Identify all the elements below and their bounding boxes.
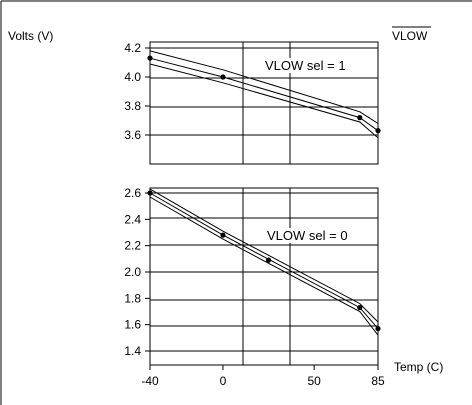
data-point — [375, 128, 381, 134]
annotation-label: VLOW sel = 0 — [267, 228, 348, 243]
data-point — [147, 55, 153, 61]
plot-vlow-sel-1: 4.2 4.0 3.8 3.6 VLOW sel = 1 — [124, 41, 381, 165]
data-point — [357, 115, 363, 121]
y-tick-label: 1.6 — [124, 318, 141, 332]
y-tick-label: 4.2 — [124, 41, 141, 55]
data-point — [375, 326, 381, 332]
data-point — [220, 232, 226, 238]
series-line-2 — [149, 57, 379, 132]
y-axis-label: Volts (V) — [8, 29, 53, 43]
series-line-2 — [149, 192, 379, 329]
y-tick-label: 1.8 — [124, 291, 141, 305]
y-tick-label: 2.6 — [124, 186, 141, 200]
y-tick-label: 2.4 — [124, 212, 141, 226]
annotation-background — [265, 228, 350, 243]
y-tick-label: 2.2 — [124, 239, 141, 253]
y-tick-label: 4.0 — [124, 70, 141, 84]
plot-border — [149, 187, 379, 366]
y-tick-label: 3.8 — [124, 99, 141, 113]
x-tick-label: 50 — [307, 374, 321, 388]
x-tick-label: 0 — [220, 374, 227, 388]
data-point — [265, 257, 272, 263]
x-axis-label: Temp (C) — [394, 360, 443, 374]
data-point — [147, 190, 153, 196]
series-line-1 — [149, 50, 379, 124]
x-tick-label: -40 — [141, 374, 159, 388]
y-tick-label: 2.0 — [124, 265, 141, 279]
data-point — [357, 304, 363, 311]
x-tick-label: 85 — [371, 374, 385, 388]
series-line-1 — [149, 188, 379, 323]
series-line-3 — [149, 63, 379, 139]
series-line-3 — [149, 196, 379, 336]
annotation-label: VLOW sel = 1 — [265, 58, 346, 73]
data-point — [220, 74, 226, 80]
y-tick-label: 1.4 — [124, 344, 141, 358]
plot-vlow-sel-0: 2.6 2.4 2.2 2.0 1.8 1.6 1.4 VLOW sel = 0 -40 0 50 8… — [124, 186, 443, 388]
annotation-background — [263, 58, 348, 73]
y-tick-label: 3.6 — [124, 128, 141, 142]
corner-label-vlow: VLOW — [392, 29, 428, 43]
